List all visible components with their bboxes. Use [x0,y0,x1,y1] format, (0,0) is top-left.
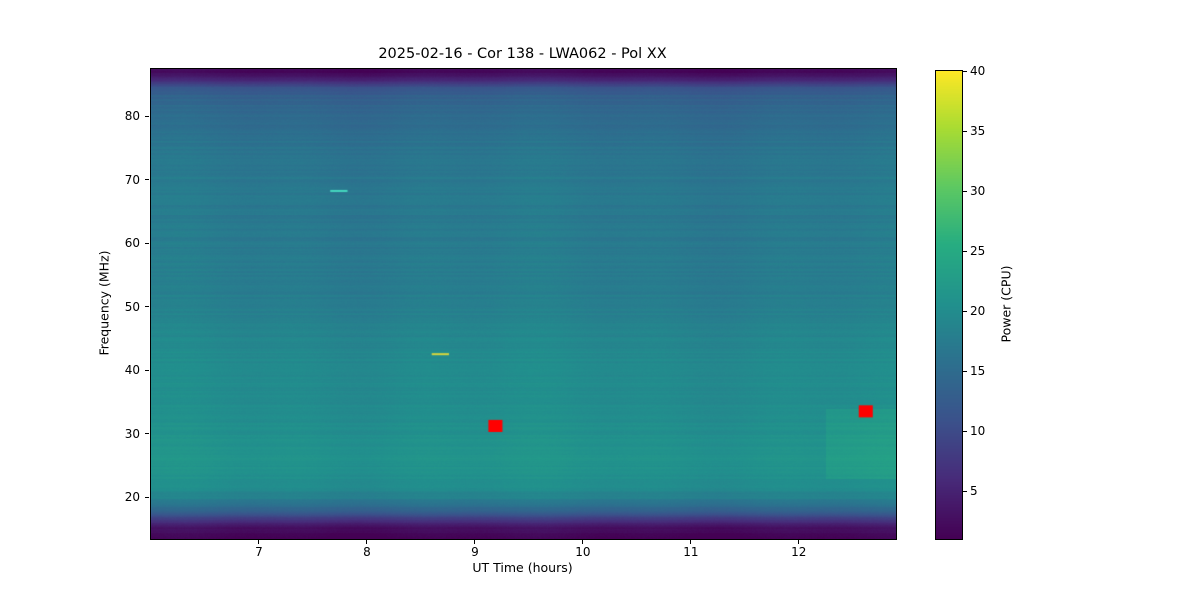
colorbar-tick-mark [963,430,967,432]
y-tick-label: 20 [124,490,140,505]
y-tick-label: 40 [124,363,140,378]
y-tick-mark [145,179,149,180]
x-tick-label: 7 [255,545,263,559]
y-tick-mark [145,433,149,435]
colorbar-tick-mark [963,130,967,132]
chart-title: 2025-02-16 - Cor 138 - LWA062 - Pol XX [378,46,667,62]
colorbar [935,70,963,540]
colorbar-tick-label: 25 [970,244,986,258]
x-tick-mark [798,540,800,544]
colorbar-tick-mark [963,70,967,72]
colorbar-tick-label: 30 [970,184,986,198]
y-axis-label: Frequency (MHz) [96,250,112,356]
colorbar-tick-label: 5 [970,484,978,498]
x-tick-mark [582,540,584,544]
colorbar-tick-mark [963,190,967,192]
y-tick-label: 30 [124,426,140,441]
y-tick-mark [145,242,149,244]
x-tick-mark [690,540,692,544]
colorbar-tick-mark [963,250,967,252]
y-tick-mark [145,496,149,498]
y-tick-label: 50 [124,299,140,314]
colorbar-tick-label: 40 [970,64,986,78]
y-tick-label: 70 [124,172,140,187]
y-tick-mark [145,115,149,117]
y-tick-label: 60 [124,236,140,251]
colorbar-tick-mark [963,370,967,372]
x-tick-mark [474,540,476,544]
colorbar-tick-label: 15 [970,364,986,378]
colorbar-tick-label: 35 [970,124,986,138]
colorbar-tick-label: 10 [970,424,986,438]
y-tick-mark [145,369,149,371]
x-tick-mark [258,540,260,544]
x-tick-label: 10 [575,545,591,559]
x-tick-label: 8 [363,545,371,559]
spectrogram-heatmap [150,68,897,540]
colorbar-tick-mark [963,490,967,492]
x-tick-label: 12 [791,545,807,559]
y-tick-mark [145,306,149,308]
x-tick-mark [366,540,368,544]
y-tick-label: 80 [124,109,140,123]
colorbar-tick-mark [963,310,967,312]
x-axis-label: UT Time (hours) [472,560,573,575]
x-tick-label: 11 [683,545,699,559]
colorbar-label: Power (CPU) [998,265,1014,343]
x-tick-label: 9 [471,545,479,559]
colorbar-tick-label: 20 [970,304,986,318]
